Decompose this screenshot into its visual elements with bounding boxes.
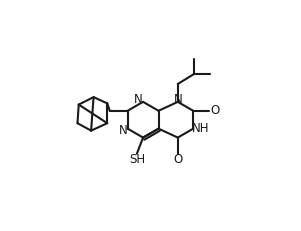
Text: O: O: [173, 153, 182, 166]
Text: O: O: [210, 104, 219, 117]
Text: NH: NH: [191, 122, 209, 135]
Text: SH: SH: [129, 153, 145, 166]
Text: N: N: [134, 93, 143, 106]
Text: N: N: [173, 93, 182, 106]
Text: N: N: [119, 124, 128, 137]
